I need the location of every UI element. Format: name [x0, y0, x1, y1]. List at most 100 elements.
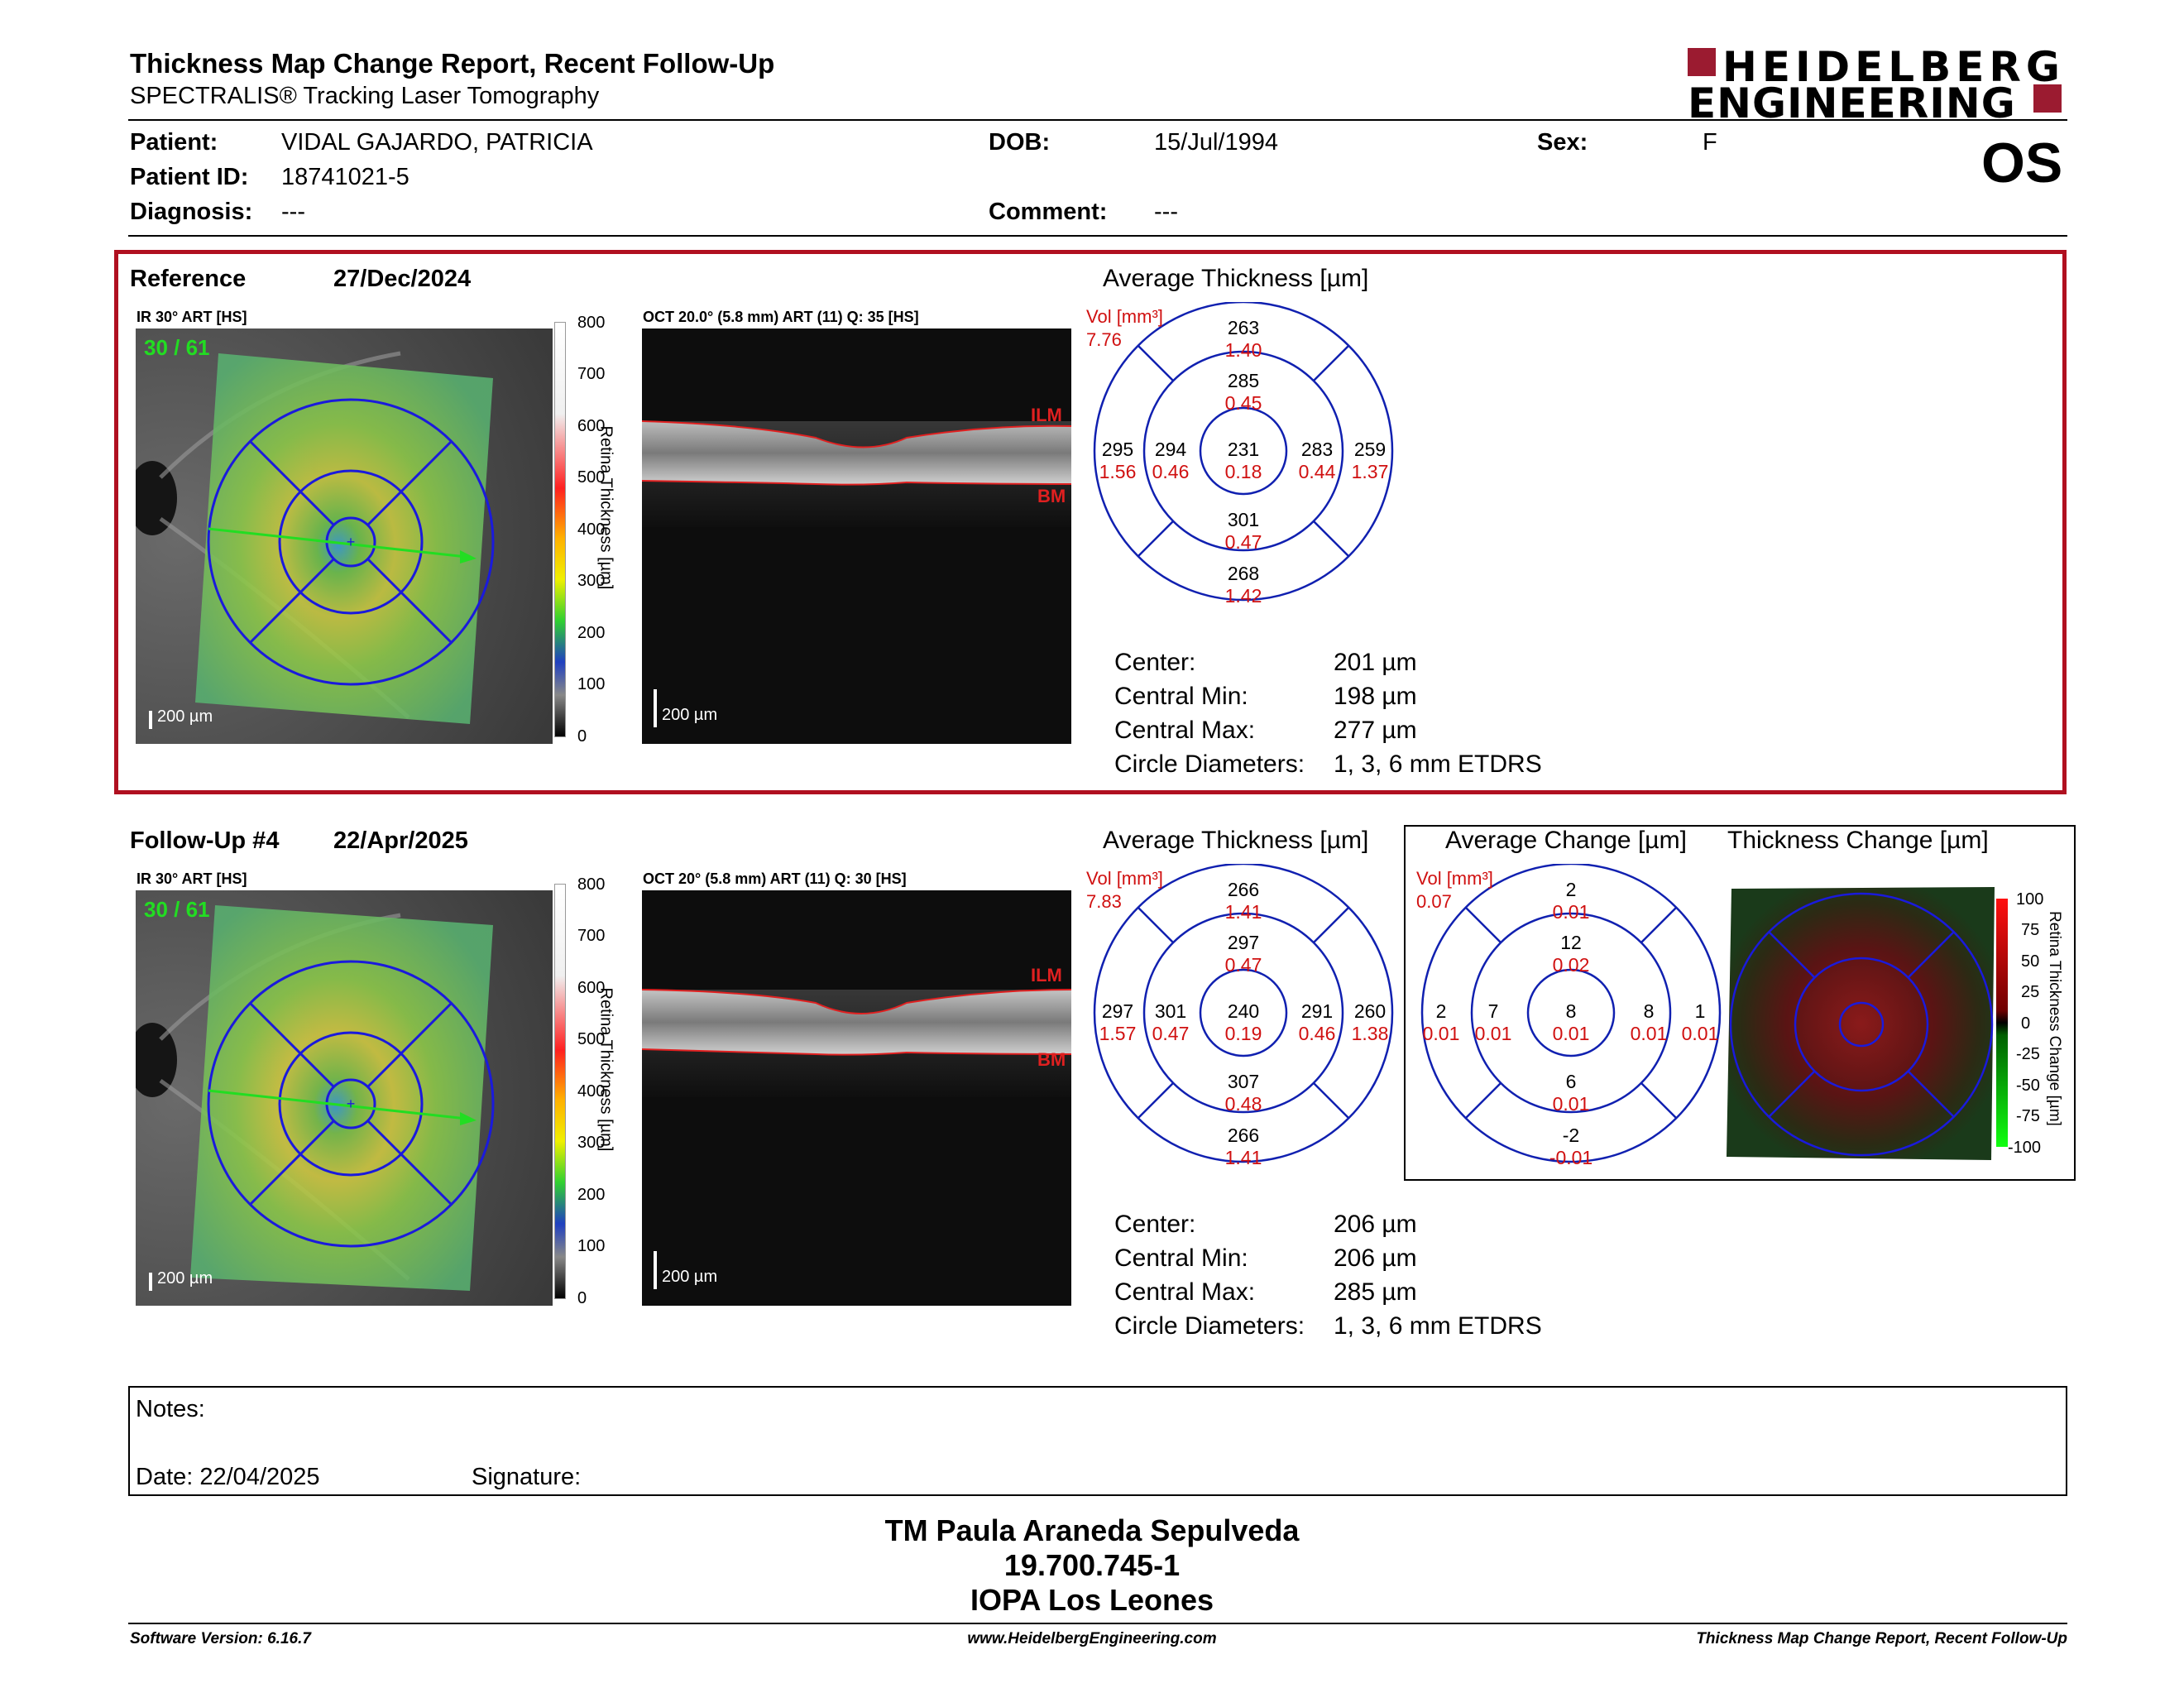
fu-ir-caption: IR 30° ART [HS] — [136, 870, 247, 887]
ref-colorbar-title: Retina Thickness [µm] — [596, 425, 615, 590]
chg-center: 8 0.01 — [1552, 1000, 1590, 1044]
footer-report: Thickness Map Change Report, Recent Foll… — [1696, 1630, 2067, 1647]
ref-stats: Center: 201 µm Central Min: 198 µm Central… — [1114, 649, 1611, 784]
chg-cb-tick-7: -75 — [2016, 1107, 2040, 1125]
fu-oct-caption: OCT 20° (5.8 mm) ART (11) Q: 30 [HS] — [643, 870, 907, 887]
ref-cb-tick-4: 400 — [577, 520, 606, 539]
ref-inner-inf: 301 0.47 — [1224, 509, 1262, 553]
signer-id: 19.700.745-1 — [1003, 1548, 1181, 1582]
chg-outer-sup: 2 0.01 — [1552, 879, 1590, 923]
fu-cb-tick-5: 300 — [577, 1134, 606, 1152]
chg-cb-tick-8: -100 — [2008, 1139, 2042, 1157]
ref-colorbar: 800 700 600 500 400 300 200 100 0 Retina… — [554, 314, 645, 747]
sex-label: Sex: — [1537, 129, 1588, 156]
patient-label: Patient: — [130, 129, 218, 156]
reference-label: Reference — [130, 266, 247, 292]
fu-fundus-scale-icon — [149, 1273, 152, 1291]
chg-cb-tick-3: 25 — [2021, 983, 2040, 1001]
ref-cb-tick-8: 0 — [577, 727, 587, 746]
fu-ir-counter: 30 / 61 — [144, 897, 210, 922]
fu-stat-row: Center: 206 µm — [1114, 1211, 1417, 1238]
fu-etdrs-chart: Vol [mm³] 7.83 266 1.41 297 0.47 240 0.19 3… — [1084, 862, 1398, 1178]
chg-inner-inf: 6 0.01 — [1552, 1071, 1590, 1115]
change-etdrs-grid — [1420, 862, 1722, 1163]
fu-stats: Center: 206 µm Central Min: 206 µm Central… — [1114, 1211, 1611, 1346]
report-subtitle: SPECTRALIS® Tracking Laser Tomography — [130, 83, 600, 109]
ref-inner-temp: 294 0.46 — [1152, 439, 1190, 482]
ref-avg-title: Average Thickness [µm] — [1103, 265, 1369, 292]
ref-cb-tick-1: 700 — [577, 365, 606, 383]
diagnosis-value: --- — [281, 199, 305, 225]
fu-inner-temp: 301 0.47 — [1152, 1000, 1190, 1044]
dob-label: DOB: — [989, 129, 1051, 156]
fu-cb-tick-1: 700 — [577, 927, 606, 945]
ref-cb-tick-0: 800 — [577, 314, 606, 332]
ref-cb-tick-5: 300 — [577, 572, 606, 590]
chg-cb-tick-6: -50 — [2016, 1077, 2040, 1095]
patient-id: 18741021-5 — [281, 164, 410, 190]
ref-cb-tick-6: 200 — [577, 624, 606, 642]
ref-stat-row: Circle Diameters: 1, 3, 6 mm ETDRS — [1114, 750, 1542, 778]
ref-fundus-image: + 30 / 61 200 µm — [136, 328, 553, 744]
diagnosis-label: Diagnosis: — [130, 199, 253, 225]
fu-colorbar-gradient — [554, 884, 566, 1299]
ref-fundus-scale-icon — [149, 711, 152, 729]
chg-cb-tick-1: 75 — [2021, 921, 2040, 939]
footer-rule — [128, 1623, 2067, 1624]
ref-outer-temp: 295 1.56 — [1099, 439, 1137, 482]
fu-fundus-scale-label: 200 µm — [157, 1269, 213, 1288]
fu-outer-temp: 297 1.57 — [1099, 1000, 1137, 1044]
footer-version: Software Version: 6.16.7 — [130, 1630, 311, 1647]
change-map-image — [1727, 887, 1996, 1162]
fu-etdrs-grid — [1093, 862, 1394, 1163]
ref-outer-sup: 263 1.40 — [1224, 317, 1262, 361]
notes-date: Date: 22/04/2025 — [136, 1464, 320, 1490]
ref-center: 231 0.18 — [1224, 439, 1262, 482]
footer-url[interactable]: www.HeidelbergEngineering.com — [967, 1630, 1217, 1647]
ref-bm-label: BM — [1037, 486, 1066, 506]
ref-vol-total: 7.76 — [1086, 329, 1122, 350]
ref-oct-scale-icon — [654, 689, 657, 727]
logo-word-1: HEIDELBERG — [1722, 43, 2065, 91]
change-map-title: Thickness Change [µm] — [1727, 827, 1989, 854]
ref-outer-nas: 259 1.37 — [1351, 439, 1389, 482]
logo-square-icon-2 — [2033, 84, 2062, 113]
fu-cb-tick-3: 500 — [577, 1030, 606, 1048]
fu-center: 240 0.19 — [1224, 1000, 1262, 1044]
ref-inner-nas: 283 0.44 — [1298, 439, 1336, 482]
signature-label: Signature: — [472, 1464, 582, 1490]
ref-cb-tick-2: 600 — [577, 417, 606, 435]
chg-outer-temp: 2 0.01 — [1422, 1000, 1460, 1044]
fu-outer-nas: 260 1.38 — [1351, 1000, 1389, 1044]
fu-inner-sup: 297 0.47 — [1224, 932, 1262, 976]
fu-inner-nas: 291 0.46 — [1298, 1000, 1336, 1044]
fu-cb-tick-8: 0 — [577, 1289, 587, 1307]
ref-colorbar-gradient — [554, 322, 566, 737]
fu-stat-row: Circle Diameters: 1, 3, 6 mm ETDRS — [1114, 1312, 1542, 1340]
ref-fundus-scale-label: 200 µm — [157, 707, 213, 726]
ref-oct-image: ILM BM 200 µm — [642, 328, 1071, 744]
change-colorbar-title: Retina Thickness Change [µm] — [2046, 911, 2063, 1126]
heidelberg-logo: HEIDELBERG ENGINEERING — [1688, 43, 2068, 124]
reference-panel — [114, 250, 2067, 794]
fu-cb-tick-7: 100 — [577, 1237, 606, 1255]
ref-etdrs-chart: Vol [mm³] 7.76 263 1.40 285 0.45 231 0.18 3… — [1084, 300, 1398, 616]
comment-label: Comment: — [989, 199, 1108, 225]
notes-box[interactable] — [128, 1386, 2067, 1496]
ref-stat-row: Central Max: 277 µm — [1114, 717, 1417, 744]
fu-cb-tick-6: 200 — [577, 1186, 606, 1204]
fu-cb-tick-4: 400 — [577, 1082, 606, 1101]
ref-ilm-label: ILM — [1031, 405, 1062, 425]
ref-ir-counter: 30 / 61 — [144, 335, 210, 360]
chg-outer-nas: 1 0.01 — [1681, 1000, 1719, 1044]
ref-outer-inf: 268 1.42 — [1224, 563, 1262, 607]
chg-cb-tick-0: 100 — [2016, 890, 2044, 909]
chg-inner-nas: 8 0.01 — [1630, 1000, 1668, 1044]
fu-oct-scale-label: 200 µm — [662, 1268, 718, 1286]
fu-ilm-label: ILM — [1031, 965, 1062, 985]
notes-label: Notes: — [136, 1396, 205, 1422]
chg-outer-inf: -2 -0.01 — [1549, 1125, 1593, 1168]
header-rule — [128, 119, 2067, 121]
followup-date: 22/Apr/2025 — [333, 827, 468, 854]
eye-label: OS — [1981, 132, 2063, 194]
